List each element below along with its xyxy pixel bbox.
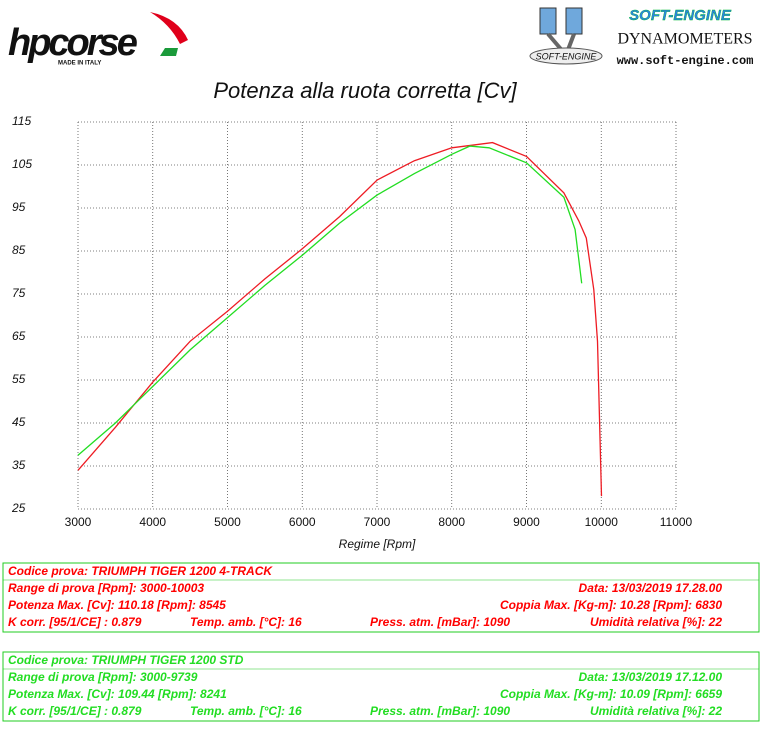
info-text: Coppia Max. [Kg-m]: 10.09 [Rpm]: 6659 (500, 687, 722, 701)
info-text: Temp. amb. [°C]: 16 (190, 615, 302, 629)
y-tick-label: 105 (12, 157, 32, 171)
brand-tagline: MADE IN ITALY (58, 61, 101, 67)
info-text: K corr. [95/1/CE] : 0.879 (8, 704, 142, 718)
info-text: Press. atm. [mBar]: 1090 (370, 615, 510, 629)
brand-swoosh (150, 12, 188, 44)
partner-icon (529, 7, 603, 65)
partner-name: SOFT-ENGINE (629, 7, 732, 24)
y-tick-label: 65 (12, 329, 26, 343)
y-tick-label: 45 (12, 415, 26, 429)
info-text: Data: 13/03/2019 17.12.00 (579, 670, 723, 684)
info-box (2, 651, 760, 722)
x-tick-label: 9000 (513, 515, 540, 529)
info-text: Temp. amb. [°C]: 16 (190, 704, 302, 718)
y-tick-label: 95 (12, 200, 26, 214)
info-text: Umidità relativa [%]: 22 (590, 704, 722, 718)
x-tick-label: 7000 (364, 515, 391, 529)
lines (77, 141, 603, 497)
y-tick-label: 55 (12, 372, 26, 386)
x-tick-label: 10000 (585, 515, 619, 529)
partner-sub: DYNAMOMETERS (617, 31, 752, 48)
y-tick-label: 35 (12, 458, 26, 472)
brand-swoosh-green (160, 48, 178, 56)
info-text: Range di prova [Rpm]: 3000-10003 (8, 581, 204, 595)
info-text: Codice prova: TRIUMPH TIGER 1200 4-TRACK (8, 564, 273, 578)
info-box (2, 562, 760, 633)
x-tick-label: 3000 (65, 515, 92, 529)
grid: 115 105 95 85 75 65 55 45 35 25 3000 4000 5000 6000 70… (11, 114, 693, 529)
x-tick-label: 4000 (139, 515, 166, 529)
y-tick-label: 85 (12, 243, 26, 257)
x-tick-label: 8000 (438, 515, 465, 529)
partner-logo-text: SOFT-ENGINE (536, 51, 598, 61)
power-line (77, 145, 583, 456)
info-text: Coppia Max. [Kg-m]: 10.28 [Rpm]: 6830 (500, 598, 722, 612)
brand-name: hpcorse (8, 22, 138, 64)
info-text: Codice prova: TRIUMPH TIGER 1200 STD (8, 653, 244, 667)
y-tick-label: 75 (12, 286, 26, 300)
info-text: Range di prova [Rpm]: 3000-9739 (8, 670, 198, 684)
x-axis-label: Regime [Rpm] (339, 537, 416, 551)
y-tick-label: 25 (11, 501, 26, 515)
info-text: K corr. [95/1/CE] : 0.879 (8, 615, 142, 629)
y-tick-label: 115 (12, 114, 31, 128)
partner-url: www.soft-engine.com (617, 54, 754, 68)
x-tick-label: 11000 (660, 515, 693, 529)
info-text: Press. atm. [mBar]: 1090 (370, 704, 510, 718)
info: Codice prova: TRIUMPH TIGER 1200 4-TRACK… (2, 562, 760, 722)
info-text: Potenza Max. [Cv]: 109.44 [Rpm]: 8241 (8, 687, 227, 701)
info-text: Data: 13/03/2019 17.28.00 (579, 581, 723, 595)
x-tick-label: 6000 (289, 515, 316, 529)
info-text: Potenza Max. [Cv]: 110.18 [Rpm]: 8545 (8, 598, 226, 612)
chart-title: Potenza alla ruota corretta [Cv] (213, 78, 517, 103)
x-tick-label: 5000 (214, 515, 241, 529)
power-line (77, 141, 603, 497)
info-text: Umidità relativa [%]: 22 (590, 615, 722, 629)
